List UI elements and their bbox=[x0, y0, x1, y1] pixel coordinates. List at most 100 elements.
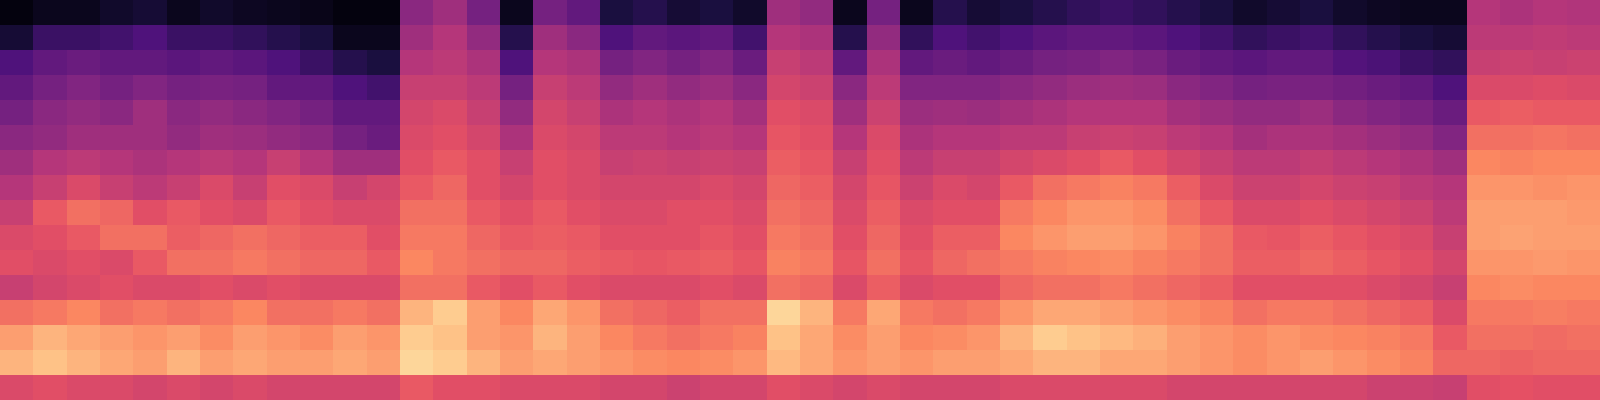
cell bbox=[133, 175, 167, 201]
cell bbox=[1233, 225, 1267, 251]
cell bbox=[1400, 275, 1434, 301]
cell bbox=[367, 325, 401, 351]
cell bbox=[1433, 125, 1467, 151]
cell bbox=[400, 50, 434, 76]
cell bbox=[233, 275, 267, 301]
cell bbox=[1067, 300, 1101, 326]
cell bbox=[1133, 375, 1167, 400]
cell bbox=[667, 275, 701, 301]
cell bbox=[933, 225, 967, 251]
cell bbox=[100, 300, 134, 326]
cell bbox=[1367, 200, 1401, 226]
cell bbox=[567, 225, 601, 251]
cell bbox=[600, 200, 634, 226]
cell bbox=[67, 150, 101, 176]
cell bbox=[1067, 250, 1101, 276]
cell bbox=[1467, 50, 1501, 76]
cell bbox=[667, 125, 701, 151]
cell bbox=[467, 225, 501, 251]
cell bbox=[1233, 0, 1267, 26]
cell bbox=[533, 225, 567, 251]
cell bbox=[833, 300, 867, 326]
cell bbox=[1167, 175, 1201, 201]
cell bbox=[200, 200, 234, 226]
cell bbox=[1333, 100, 1367, 126]
cell bbox=[33, 350, 67, 376]
cell bbox=[1100, 350, 1134, 376]
cell bbox=[367, 150, 401, 176]
cell bbox=[1500, 350, 1534, 376]
cell bbox=[1200, 275, 1234, 301]
cell bbox=[67, 0, 101, 26]
cell bbox=[1267, 50, 1301, 76]
cell bbox=[1367, 275, 1401, 301]
cell bbox=[500, 0, 534, 26]
cell bbox=[1133, 175, 1167, 201]
cell bbox=[1433, 75, 1467, 101]
cell bbox=[1000, 50, 1034, 76]
cell bbox=[1033, 200, 1067, 226]
cell bbox=[133, 75, 167, 101]
cell bbox=[500, 250, 534, 276]
cell bbox=[133, 50, 167, 76]
cell bbox=[933, 100, 967, 126]
cell bbox=[1133, 225, 1167, 251]
cell bbox=[300, 150, 334, 176]
cell bbox=[1567, 175, 1600, 201]
cell bbox=[933, 200, 967, 226]
cell bbox=[400, 350, 434, 376]
cell bbox=[867, 150, 901, 176]
cell bbox=[767, 25, 801, 51]
cell bbox=[567, 50, 601, 76]
cell bbox=[367, 100, 401, 126]
cell bbox=[300, 75, 334, 101]
cell bbox=[800, 175, 834, 201]
cell bbox=[1567, 150, 1600, 176]
cell bbox=[1200, 125, 1234, 151]
cell bbox=[1300, 300, 1334, 326]
cell bbox=[1367, 300, 1401, 326]
cell bbox=[767, 125, 801, 151]
cell bbox=[1533, 25, 1567, 51]
cell bbox=[1200, 350, 1234, 376]
cell bbox=[833, 175, 867, 201]
cell bbox=[1167, 50, 1201, 76]
cell bbox=[1200, 0, 1234, 26]
cell bbox=[1467, 75, 1501, 101]
cell bbox=[600, 250, 634, 276]
cell bbox=[1000, 325, 1034, 351]
cell bbox=[1000, 150, 1034, 176]
cell bbox=[433, 375, 467, 400]
cell bbox=[967, 375, 1001, 400]
cell bbox=[267, 25, 301, 51]
cell bbox=[33, 50, 67, 76]
cell bbox=[1500, 175, 1534, 201]
cell bbox=[867, 25, 901, 51]
cell bbox=[1100, 175, 1134, 201]
cell bbox=[933, 150, 967, 176]
cell bbox=[600, 275, 634, 301]
cell bbox=[600, 325, 634, 351]
cell bbox=[133, 325, 167, 351]
cell bbox=[533, 175, 567, 201]
cell bbox=[1400, 325, 1434, 351]
cell bbox=[1400, 25, 1434, 51]
cell bbox=[1367, 375, 1401, 400]
cell bbox=[933, 25, 967, 51]
cell bbox=[1533, 175, 1567, 201]
cell bbox=[1367, 25, 1401, 51]
cell bbox=[1467, 300, 1501, 326]
cell bbox=[1333, 300, 1367, 326]
cell bbox=[1200, 250, 1234, 276]
cell bbox=[1200, 100, 1234, 126]
cell bbox=[1467, 150, 1501, 176]
cell bbox=[767, 50, 801, 76]
cell bbox=[333, 125, 367, 151]
cell bbox=[1500, 225, 1534, 251]
cell bbox=[1300, 350, 1334, 376]
cell bbox=[733, 100, 767, 126]
spectrogram bbox=[0, 0, 1600, 400]
cell bbox=[1433, 50, 1467, 76]
cell bbox=[900, 125, 934, 151]
cell bbox=[1100, 50, 1134, 76]
